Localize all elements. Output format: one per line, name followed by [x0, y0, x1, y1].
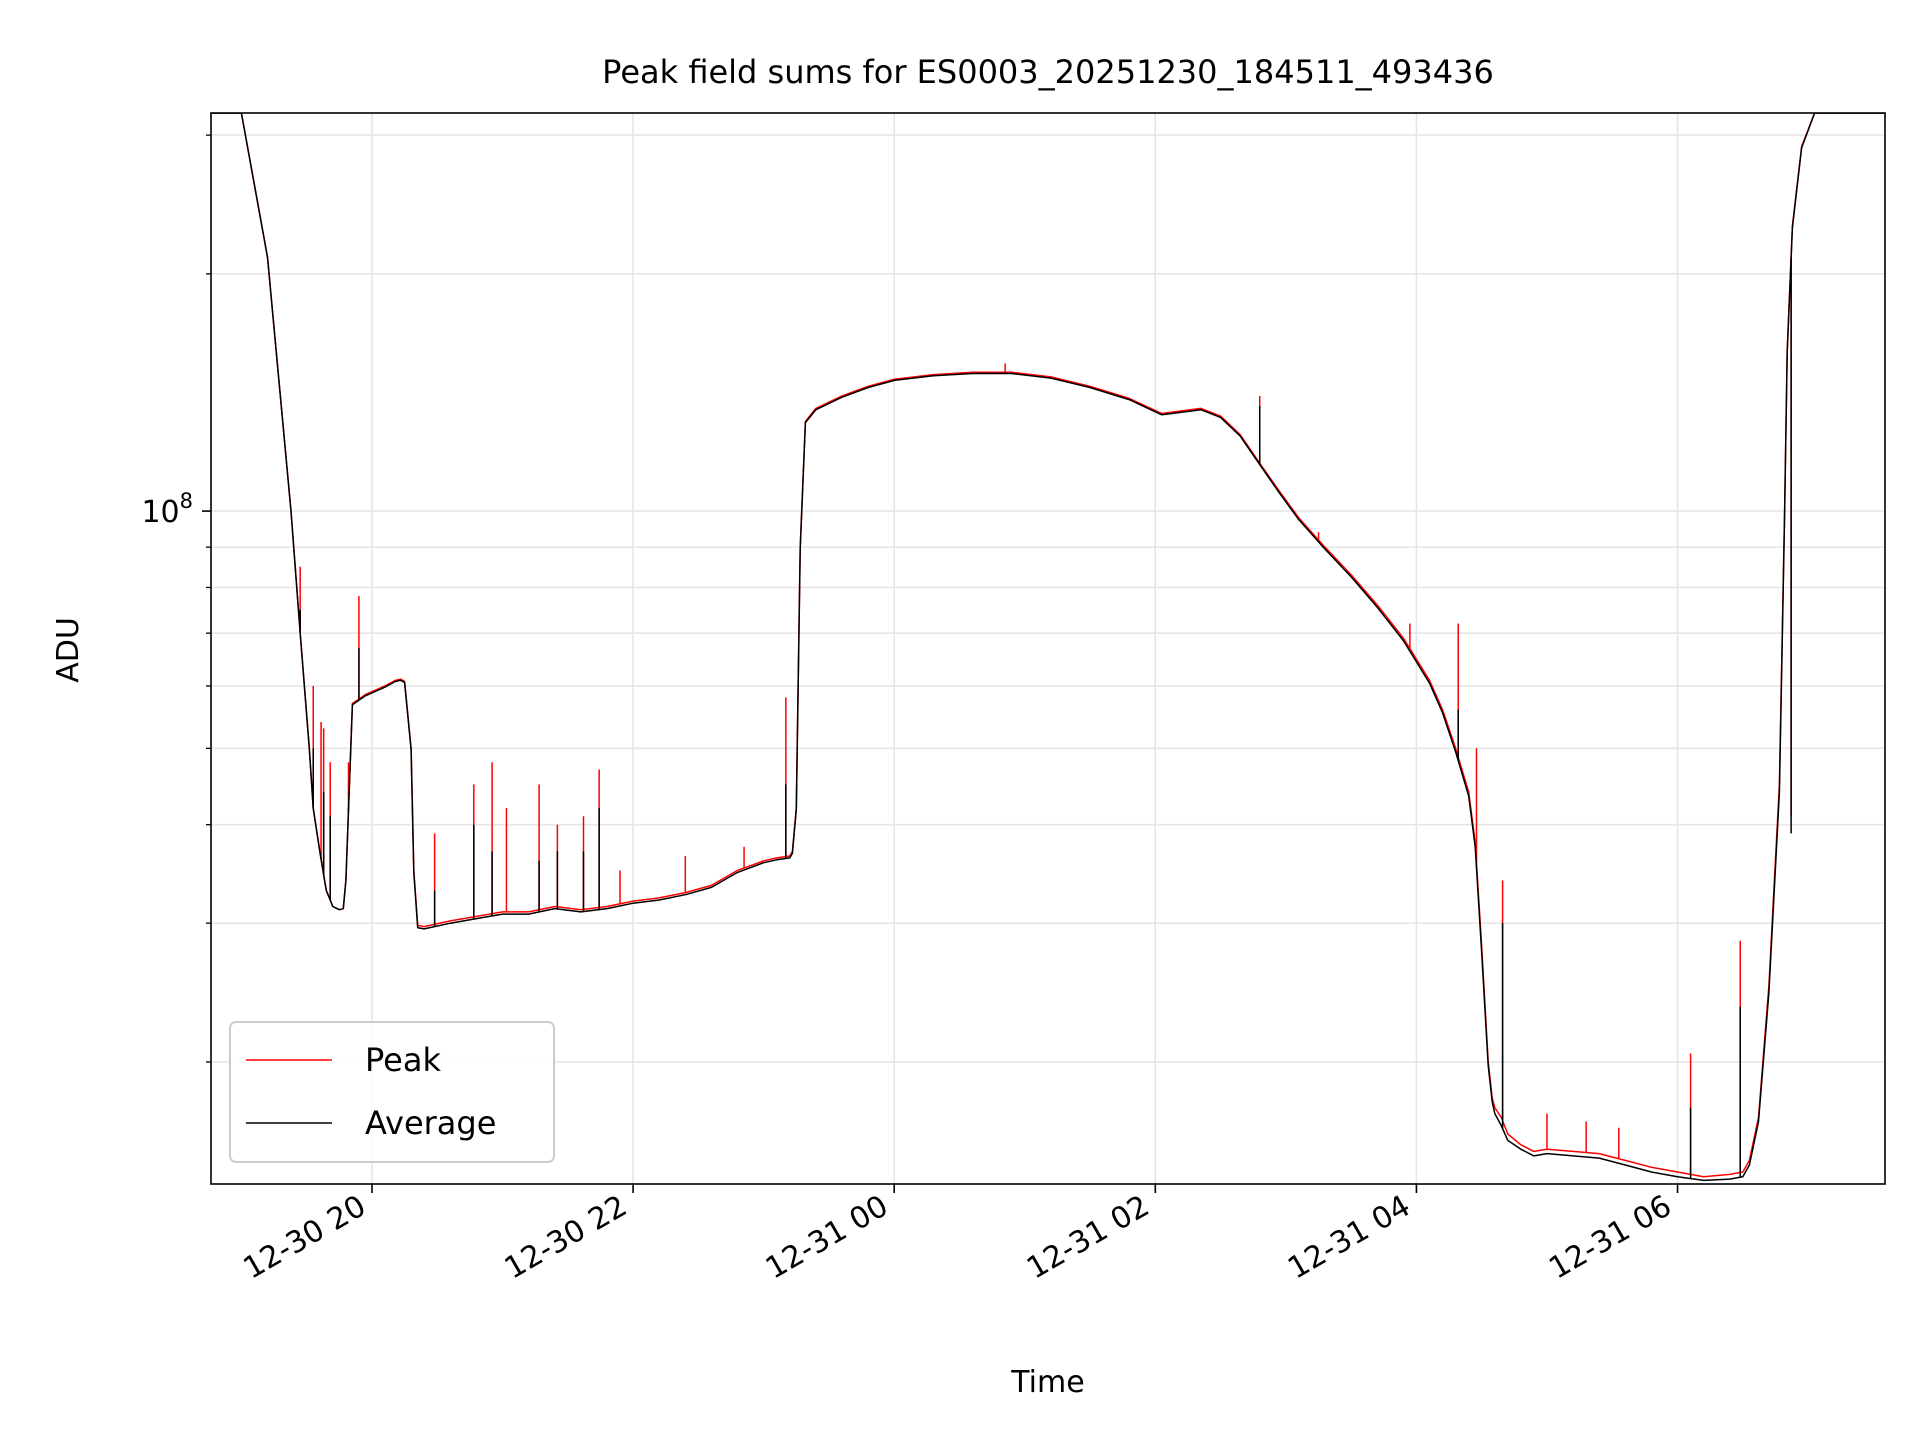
legend-box [229, 1021, 555, 1163]
average-series [211, 113, 1885, 1182]
y-axis-label: ADU [51, 617, 86, 683]
legend: Peak Average [229, 1021, 555, 1163]
peak-line [211, 113, 1885, 1178]
series-layer [211, 113, 1885, 1182]
legend-peak-label: Peak [365, 1041, 441, 1079]
x-axis-label: Time [1010, 1365, 1084, 1400]
legend-average-label: Average [365, 1104, 496, 1142]
y-axis-ticks: 108 [141, 134, 211, 1063]
y-tick-label: 108 [141, 489, 193, 530]
plot-frame [210, 112, 1886, 1185]
grid-lines [211, 113, 1885, 1184]
average-line [211, 113, 1885, 1182]
chart-title: Peak field sums for ES0003_20251230_1845… [602, 53, 1494, 91]
